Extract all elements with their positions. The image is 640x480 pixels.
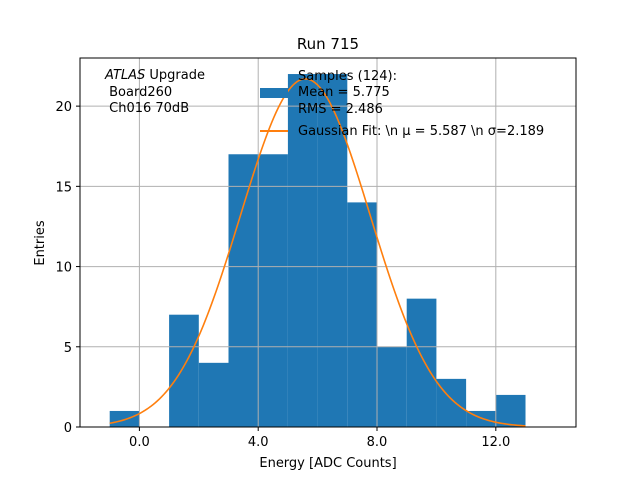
histogram-bar: [287, 74, 318, 427]
legend-samples-patch: [260, 88, 288, 98]
legend-samples-line3: RMS = 2.486: [298, 102, 383, 117]
y-tick-label: 15: [55, 180, 72, 195]
legend: Samples (124): Mean = 5.775 RMS = 2.486 …: [260, 69, 544, 139]
histogram-bar: [377, 346, 407, 427]
x-tick-label: 12.0: [481, 435, 510, 450]
x-axis-label: Energy [ADC Counts]: [259, 456, 396, 471]
atlas-annotation: ATLAS Upgrade Board260 Ch016 70dB: [104, 68, 205, 116]
histogram-bar: [169, 314, 199, 427]
legend-samples-line2: Mean = 5.775: [298, 85, 390, 100]
channel-label: Ch016 70dB: [105, 101, 189, 116]
histogram-bar: [406, 298, 437, 427]
x-tick-label: 0.0: [129, 435, 150, 450]
grid: [80, 58, 576, 428]
histogram-bar: [495, 394, 526, 427]
histogram-bar: [228, 154, 259, 427]
histogram-bar: [347, 202, 378, 427]
histogram-bar: [258, 154, 288, 427]
y-axis-label: Entries: [33, 220, 48, 266]
y-tick-label: 10: [55, 261, 72, 276]
gaussian-fit: [109, 78, 526, 427]
x-axis-ticks: 0.0 4.0 8.0 12.0: [129, 427, 510, 450]
chart-title: Run 715: [297, 35, 359, 53]
plot-frame: [79, 57, 577, 428]
x-tick-label: 4.0: [248, 435, 269, 450]
legend-samples-line1: Samples (124):: [298, 69, 397, 84]
gaussian-fit-curve: [109, 78, 526, 427]
x-tick-label: 8.0: [367, 435, 388, 450]
y-tick-label: 0: [64, 421, 72, 436]
y-tick-label: 20: [55, 100, 72, 115]
legend-fit-label: Gaussian Fit: \n μ = 5.587 \n σ=2.189: [298, 124, 544, 139]
upgrade-label: Upgrade: [145, 68, 205, 83]
y-axis-ticks: 0 5 10 15 20: [55, 100, 80, 436]
board-label: Board260: [105, 85, 172, 100]
y-tick-label: 5: [64, 341, 72, 356]
svg-text:ATLAS Upgrade: ATLAS Upgrade: [104, 68, 205, 83]
atlas-label: ATLAS: [104, 68, 145, 83]
histogram-bar: [198, 362, 229, 427]
